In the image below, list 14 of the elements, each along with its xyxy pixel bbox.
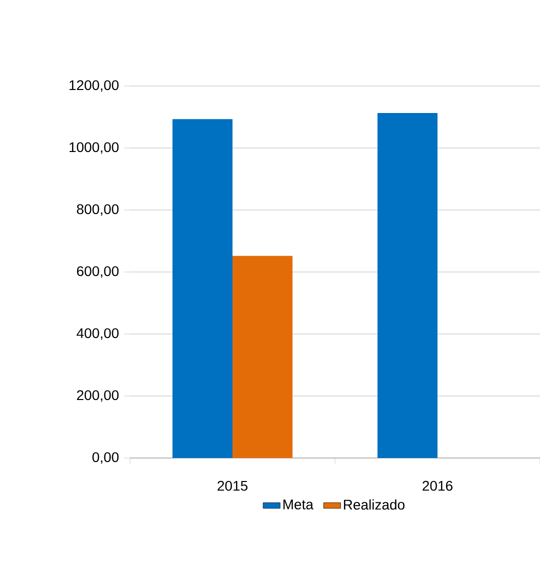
y-tick-label: 200,00 [76, 390, 118, 402]
y-tick-label: 1200,00 [69, 80, 118, 92]
x-tick-label: 2016 [422, 480, 452, 491]
legend-label: Realizado [344, 499, 404, 510]
y-tick-label: 1000,00 [69, 142, 118, 154]
y-tick-label: 0,00 [92, 452, 118, 464]
y-tick-label: 600,00 [76, 266, 118, 278]
legend-label: Meta [283, 500, 314, 510]
x-tick-label: 2015 [218, 480, 248, 491]
bar [232, 256, 292, 458]
y-tick-label: 800,00 [76, 204, 118, 216]
y-tick-label: 400,00 [76, 328, 118, 340]
bar [172, 119, 232, 458]
bar [377, 112, 438, 458]
